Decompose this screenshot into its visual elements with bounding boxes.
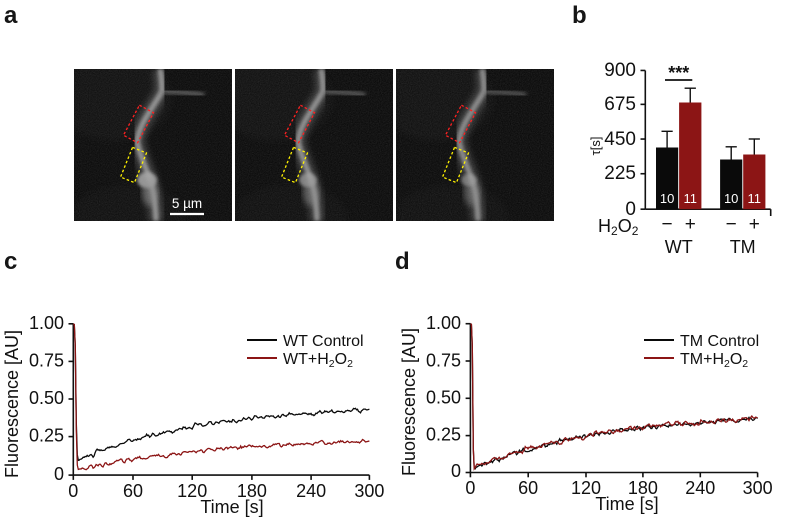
svg-text:TM Control: TM Control	[680, 333, 759, 350]
svg-text:TM+H2O2: TM+H2O2	[680, 351, 748, 370]
svg-text:0.50: 0.50	[426, 388, 461, 408]
svg-text:Fluorescence [AU]: Fluorescence [AU]	[399, 328, 419, 476]
svg-text:0: 0	[451, 461, 461, 481]
svg-text:0.75: 0.75	[426, 351, 461, 371]
svg-text:Time [s]: Time [s]	[595, 494, 658, 514]
svg-text:0: 0	[465, 478, 475, 498]
svg-text:0.25: 0.25	[426, 425, 461, 445]
svg-text:300: 300	[743, 478, 773, 498]
svg-text:240: 240	[685, 478, 715, 498]
svg-text:60: 60	[518, 478, 538, 498]
svg-text:1.00: 1.00	[426, 313, 461, 333]
